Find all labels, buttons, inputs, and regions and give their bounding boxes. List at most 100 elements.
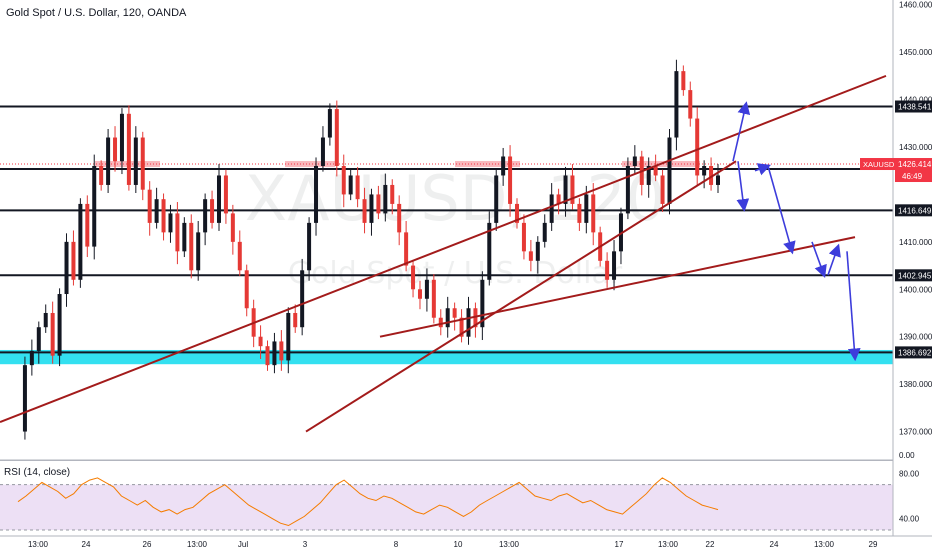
candle-body: [272, 341, 277, 366]
candle-body: [632, 156, 637, 166]
candle-body: [106, 137, 111, 185]
time-tick-label: 13:00: [28, 540, 49, 549]
candle-body: [542, 222, 547, 242]
candle-body: [487, 222, 492, 280]
candle-body: [709, 165, 714, 185]
candle-body: [113, 137, 118, 162]
candle-body: [563, 175, 568, 204]
resistance-highlight-2: [455, 161, 520, 168]
candle-body: [147, 189, 152, 223]
candle-body: [521, 222, 526, 252]
price-badges: 1438.5411425.3761416.6491402.9451386.692…: [860, 100, 932, 460]
level-badge-label-2: 1416.649: [898, 206, 932, 215]
candle-body: [376, 194, 381, 214]
candle-body: [625, 165, 630, 214]
candle-body: [29, 350, 34, 366]
candle-body: [355, 175, 360, 200]
price-tick-label: 1440.000: [899, 96, 932, 105]
candle-body: [528, 251, 533, 261]
candle-body: [189, 222, 194, 271]
candle-body: [140, 137, 145, 190]
candle-body: [92, 165, 97, 247]
price-tick-label: 1370.000: [899, 428, 932, 437]
candle-body: [362, 199, 367, 223]
candle-body: [203, 199, 208, 233]
candle-body: [161, 199, 166, 233]
resistance-highlight-1: [285, 161, 335, 168]
candle-body: [473, 308, 478, 328]
trend-line-2: [379, 236, 856, 338]
candle-body: [175, 213, 180, 252]
candle-body: [258, 336, 263, 347]
candle-body: [71, 241, 76, 280]
candle-body: [43, 312, 48, 328]
candle-body: [293, 312, 298, 328]
candle-body: [646, 165, 651, 185]
candle-body: [383, 184, 388, 214]
candle-body: [688, 90, 693, 119]
candle-body: [154, 199, 159, 223]
projection-arrow-4: [811, 241, 827, 279]
level-badge-2: [895, 204, 932, 217]
candle-body: [210, 199, 215, 223]
price-tick-label: 1460.000: [899, 1, 932, 10]
time-tick-label: 3: [303, 540, 308, 549]
time-tick-label: 17: [615, 540, 624, 549]
time-tick-label: 29: [869, 540, 878, 549]
candle-body: [584, 194, 589, 223]
level-badge-0: [895, 100, 932, 113]
candle-body: [577, 203, 582, 223]
candle-body: [286, 312, 291, 361]
candle-body: [397, 203, 402, 233]
candle-body: [466, 308, 471, 337]
candle-body: [404, 232, 409, 266]
symbol-badge: [860, 158, 895, 171]
candle-body: [57, 294, 62, 356]
candle-body: [168, 213, 173, 233]
candle-body: [591, 194, 596, 233]
projection-arrow-3: [767, 165, 796, 255]
candle-body: [182, 222, 187, 252]
rsi-line: [17, 477, 719, 527]
candle-body: [411, 265, 416, 290]
candle-body: [279, 341, 284, 361]
candle-body: [605, 260, 610, 280]
time-tick-label: 24: [770, 540, 779, 549]
candle-body: [535, 241, 540, 261]
candle-body: [223, 175, 228, 214]
time-tick-label: 22: [706, 540, 715, 549]
time-tick-label: Jul: [238, 540, 248, 549]
candle-body: [653, 165, 658, 176]
candle-body: [327, 109, 332, 138]
rsi-tick-label: 80.00: [899, 469, 920, 478]
candle-body: [417, 289, 422, 299]
trend-line-1: [305, 160, 737, 433]
projection-arrow-0: [732, 101, 751, 162]
candle-body: [549, 194, 554, 223]
projection-arrow-1: [736, 161, 750, 212]
candle-body: [681, 71, 686, 91]
candle-body: [334, 109, 339, 166]
candle-body: [307, 222, 312, 271]
candle-body: [119, 113, 124, 162]
candle-body: [424, 279, 429, 299]
candle-body: [314, 165, 319, 223]
candle-body: [133, 137, 138, 185]
price-tick-label: 1400.000: [899, 285, 932, 294]
candle-body: [702, 165, 707, 176]
candle-body: [612, 251, 617, 280]
candle-body: [501, 156, 506, 176]
candle-body: [459, 317, 464, 337]
candle-body: [667, 137, 672, 204]
drawings-layer: [0, 74, 887, 433]
time-tick-label: 13:00: [658, 540, 679, 549]
candle-body: [22, 365, 27, 432]
candle-body: [660, 175, 665, 204]
candle-body: [695, 118, 700, 176]
candle-body: [196, 232, 201, 271]
level-badge-3: [895, 269, 932, 282]
candle-body: [341, 165, 346, 195]
symbol-badge-label: XAUUSD: [863, 160, 895, 169]
